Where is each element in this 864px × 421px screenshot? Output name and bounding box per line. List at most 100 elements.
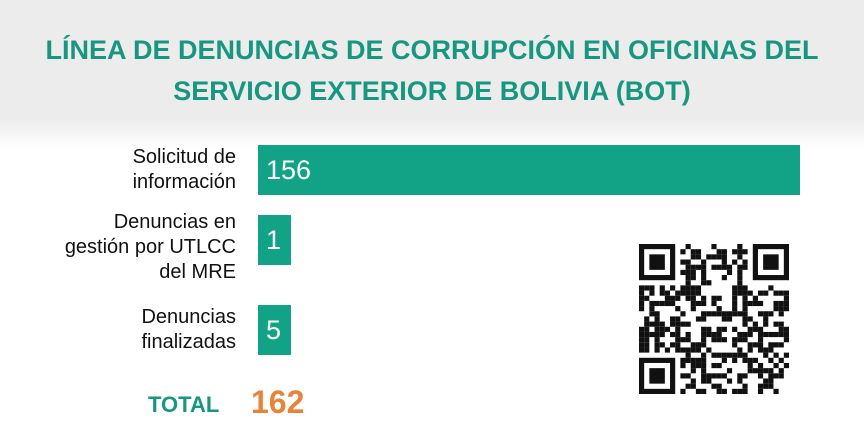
qr-module — [701, 326, 707, 332]
qr-module — [649, 368, 665, 384]
value-label: 1 — [266, 225, 282, 255]
qr-module — [763, 383, 769, 389]
qr-module — [773, 352, 779, 358]
qr-module — [752, 321, 758, 327]
qr-module — [644, 295, 650, 301]
qr-module — [732, 285, 738, 291]
qr-module — [690, 275, 696, 281]
qr-module — [737, 244, 743, 250]
qr-module — [763, 321, 769, 327]
qr-module — [721, 388, 727, 394]
qr-module — [711, 337, 717, 343]
qr-module — [737, 337, 743, 343]
qr-module — [680, 362, 686, 369]
qr-module — [644, 347, 650, 353]
qr-module — [742, 249, 748, 255]
total-label: TOTAL — [148, 392, 220, 417]
qr-module — [763, 290, 769, 296]
qr-module — [690, 269, 696, 276]
qr-module — [763, 378, 769, 384]
qr-module — [685, 295, 691, 301]
qr-module — [639, 295, 645, 301]
qr-module — [721, 259, 727, 265]
qr-module — [659, 290, 665, 296]
qr-module — [757, 342, 764, 348]
qr-module — [711, 362, 717, 369]
qr-module — [675, 306, 681, 312]
qr-module — [711, 300, 717, 307]
qr-module — [732, 388, 738, 394]
qr-module — [721, 352, 727, 358]
qr-module — [659, 326, 665, 332]
qr-module — [685, 347, 691, 353]
qr-module — [783, 295, 789, 301]
qr-module — [737, 373, 743, 379]
qr-module — [716, 337, 722, 343]
qr-module — [721, 275, 727, 281]
qr-module — [701, 331, 707, 338]
qr-module — [721, 311, 727, 317]
qr-module — [685, 331, 691, 338]
qr-module — [685, 352, 691, 358]
qr-module — [742, 331, 748, 338]
qr-module — [685, 275, 691, 281]
qr-module — [680, 321, 686, 327]
qr-module — [685, 321, 691, 327]
qr-module — [644, 285, 650, 291]
qr-module — [701, 269, 707, 276]
qr-module — [747, 300, 753, 307]
qr-module — [649, 285, 655, 291]
qr-module — [778, 290, 784, 296]
qr-module — [737, 275, 743, 281]
qr-module — [742, 373, 748, 379]
qr-module — [757, 300, 764, 307]
qr-module — [747, 316, 753, 322]
qr-module — [670, 342, 676, 348]
qr-module — [726, 378, 733, 384]
qr-module — [757, 383, 764, 389]
qr-module — [732, 290, 738, 296]
qr-module — [721, 316, 727, 322]
qr-module — [773, 388, 779, 394]
qr-module — [690, 306, 696, 312]
qr-module — [747, 357, 753, 363]
qr-module — [732, 300, 738, 307]
qr-module — [742, 306, 748, 312]
qr-module — [654, 326, 660, 332]
qr-module — [695, 316, 702, 322]
qr-image — [639, 244, 789, 394]
qr-module — [763, 316, 769, 322]
qr-module — [742, 295, 748, 301]
category-label: Denuncias en gestión por UTLCC del MRE — [30, 210, 236, 285]
qr-module — [732, 342, 738, 348]
qr-module — [747, 342, 753, 348]
qr-module — [737, 254, 743, 260]
qr-module — [763, 331, 769, 338]
qr-module — [680, 311, 686, 317]
qr-module — [742, 352, 748, 358]
qr-module — [711, 331, 717, 338]
qr-module — [716, 373, 722, 379]
qr-module — [778, 326, 784, 332]
qr-module — [757, 311, 764, 317]
qr-module — [701, 300, 707, 307]
qr-module — [654, 311, 660, 317]
qr-module — [680, 285, 686, 291]
qr-module — [757, 388, 764, 394]
qr-module — [737, 290, 743, 296]
qr-module — [690, 342, 696, 348]
qr-module — [773, 300, 779, 307]
qr-module — [737, 388, 743, 394]
qr-module — [649, 331, 655, 338]
qr-module — [737, 347, 743, 353]
qr-module — [701, 362, 707, 369]
qr-module — [654, 342, 660, 348]
bar — [258, 145, 800, 195]
qr-module — [752, 342, 758, 348]
qr-module — [690, 264, 696, 270]
qr-module — [732, 295, 738, 301]
qr-module — [675, 290, 681, 296]
qr-module — [680, 357, 686, 363]
qr-module — [757, 362, 764, 369]
qr-module — [742, 321, 748, 327]
